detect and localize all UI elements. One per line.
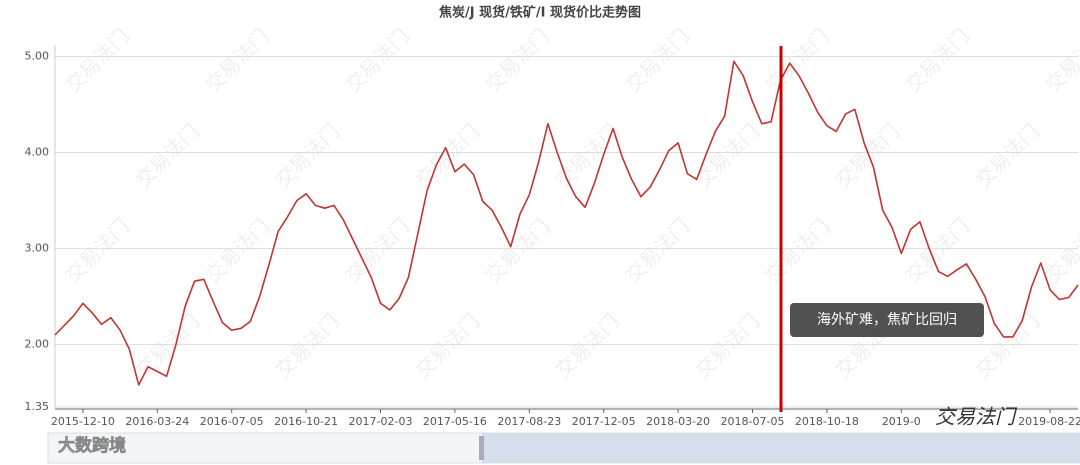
y-tick-label: 1.35: [25, 400, 50, 413]
x-tick-label: 2017-12-05: [572, 415, 636, 428]
watermark: 交易法门: [340, 24, 414, 98]
zoom-window[interactable]: [482, 433, 1080, 463]
watermark: 交易法门: [1040, 24, 1080, 98]
watermark: 交易法门: [480, 24, 554, 98]
watermark: 交易法门: [200, 24, 274, 98]
watermark: 交易法门: [830, 119, 904, 193]
line: [54, 60, 1079, 386]
zoom-handle[interactable]: [479, 436, 484, 460]
watermark: 交易法门: [60, 24, 134, 98]
annotation: 海外矿难，焦矿比回归: [817, 311, 957, 328]
y-tick-label: 3.00: [25, 242, 50, 255]
watermark: 交易法门: [270, 309, 344, 383]
watermark: 交易法门: [340, 214, 414, 288]
watermark: 交易法门: [690, 309, 764, 383]
watermark: 交易法门: [200, 214, 274, 288]
x-tick-label: 2017-02-03: [349, 415, 413, 428]
watermark: 交易法门: [900, 24, 974, 98]
x-tick-label: 2018-10-18: [795, 415, 859, 428]
watermark: 交易法门: [620, 24, 694, 98]
x-tick-label: 2019-08-22: [1018, 415, 1080, 428]
watermark: 交易法门: [690, 119, 764, 193]
watermark: 交易法门: [760, 214, 834, 288]
x-tick-label: 2018-03-20: [646, 415, 710, 428]
x-tick-label: 2016-10-21: [274, 415, 338, 428]
watermark: 交易法门: [410, 309, 484, 383]
plot-area: 1.35 2.00 3.00 4.00 5.00 2015-12-10 2016-03-24…: [25, 45, 1080, 428]
y-tick-label: 4.00: [25, 146, 50, 159]
x-tick-label: 2017-08-23: [497, 415, 561, 428]
y-tick-label: 2.00: [25, 338, 50, 351]
logo-left: 大数跨境: [58, 435, 126, 456]
y-tick-label: 5.00: [25, 50, 50, 63]
x-tick-label: 2016-03-24: [125, 415, 189, 428]
annotation-box: [790, 303, 984, 337]
x-tick-label: 2019-0: [882, 415, 921, 428]
x-tick-label: 2017-05-16: [423, 415, 487, 428]
chart-title: 焦炭/J 现货/铁矿/I 现货价比走势图: [438, 5, 641, 21]
x-tick-label: 2018-07-05: [721, 415, 785, 428]
watermark: 交易法门: [130, 119, 204, 193]
x-tick-label: 2015-12-10: [51, 415, 115, 428]
watermark: 交易法门: [900, 214, 974, 288]
watermark: 交易法门: [410, 119, 484, 193]
x-tick-label: 2016-07-05: [200, 415, 264, 428]
watermark: 交易法门: [970, 119, 1044, 193]
watermark: 交易法门: [550, 309, 624, 383]
watermark: 交易法门: [270, 119, 344, 193]
watermark: 交易法门: [60, 214, 134, 288]
logo-right: 交易法门: [935, 405, 1018, 429]
watermark: 交易法门: [1040, 214, 1080, 288]
watermark: 交易法门: [620, 214, 694, 288]
watermark: 交易法门: [760, 24, 834, 98]
